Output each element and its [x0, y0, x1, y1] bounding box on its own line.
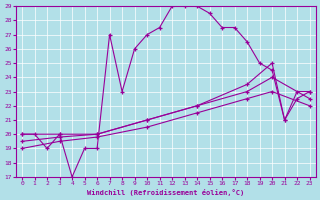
X-axis label: Windchill (Refroidissement éolien,°C): Windchill (Refroidissement éolien,°C) [87, 189, 244, 196]
